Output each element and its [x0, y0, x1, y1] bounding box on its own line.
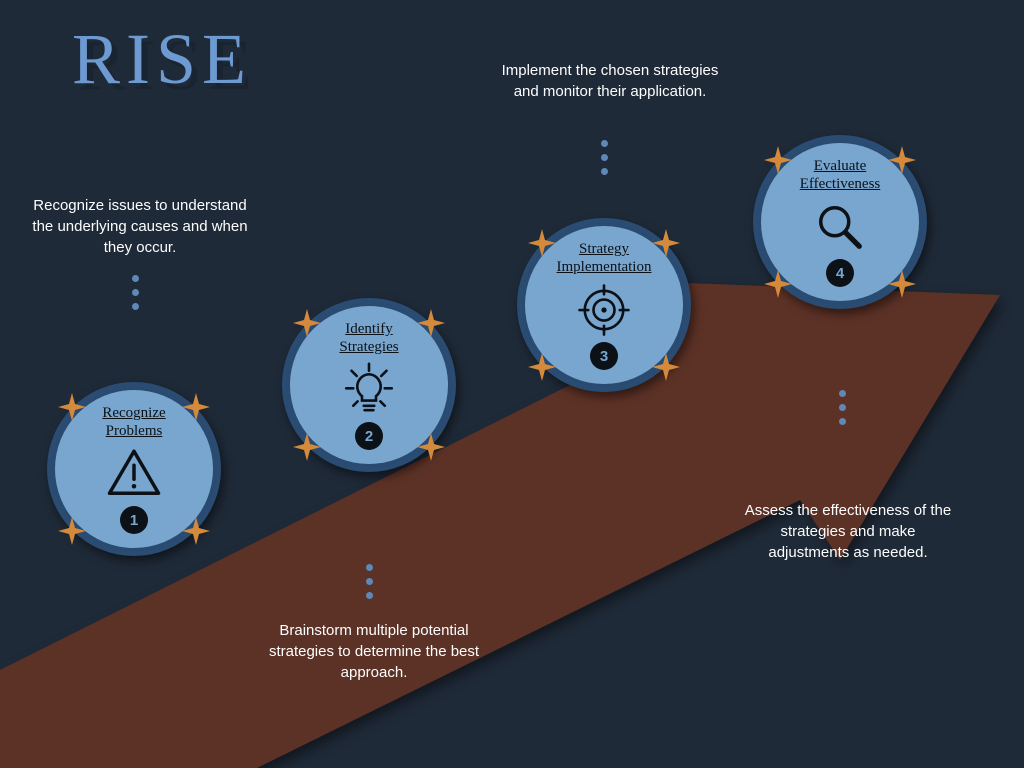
step-number-badge: 3 [590, 342, 618, 370]
step-description: Assess the effectiveness of the strategi… [738, 500, 958, 563]
target-icon [576, 282, 632, 338]
step-title: Identify Strategies [339, 320, 398, 356]
connector-dots [366, 564, 373, 599]
page-title: RISE [72, 18, 252, 101]
dot [132, 289, 139, 296]
dot [132, 275, 139, 282]
dot [366, 578, 373, 585]
step-title-line1: Identify [345, 321, 392, 337]
step-description: Implement the chosen strategies and moni… [500, 60, 720, 102]
sparkle-icon [293, 309, 321, 337]
sparkle-icon [58, 517, 86, 545]
sparkle-icon [528, 353, 556, 381]
dot [839, 418, 846, 425]
infographic-canvas: RISE RISE RecognizeProblems1Recognize is… [0, 0, 1024, 768]
dot [601, 168, 608, 175]
step-title-line2: Effectiveness [800, 176, 881, 192]
sparkle-icon [417, 433, 445, 461]
sparkle-icon [764, 270, 792, 298]
dot [366, 564, 373, 571]
sparkle-icon [888, 146, 916, 174]
sparkle-icon [293, 433, 321, 461]
warning-triangle-icon [106, 446, 162, 502]
magnifier-icon [812, 199, 868, 255]
sparkle-icon [58, 393, 86, 421]
lightbulb-icon [341, 362, 397, 418]
step-title: Recognize Problems [102, 404, 165, 440]
sparkle-icon [182, 517, 210, 545]
step-title-line2: Implementation [557, 259, 652, 275]
step-title-line2: Problems [106, 423, 163, 439]
connector-dots [839, 390, 846, 425]
step-description: Brainstorm multiple potential strategies… [264, 620, 484, 683]
step-title: Strategy Implementation [557, 240, 652, 276]
step-title-line1: Strategy [579, 241, 629, 257]
step-title-line1: Recognize [102, 405, 165, 421]
dot [839, 404, 846, 411]
dot [601, 140, 608, 147]
step-title-line2: Strategies [339, 339, 398, 355]
step-title: Evaluate Effectiveness [800, 157, 881, 193]
step-number-badge: 2 [355, 422, 383, 450]
step-number-badge: 1 [120, 506, 148, 534]
sparkle-icon [764, 146, 792, 174]
connector-dots [132, 275, 139, 310]
connector-dots [601, 140, 608, 175]
sparkle-icon [417, 309, 445, 337]
sparkle-icon [182, 393, 210, 421]
step-description: Recognize issues to understand the under… [30, 195, 250, 258]
sparkle-icon [652, 229, 680, 257]
dot [366, 592, 373, 599]
sparkle-icon [888, 270, 916, 298]
dot [839, 390, 846, 397]
sparkle-icon [528, 229, 556, 257]
step-title-line1: Evaluate [814, 158, 866, 174]
dot [132, 303, 139, 310]
sparkle-icon [652, 353, 680, 381]
step-number-badge: 4 [826, 259, 854, 287]
dot [601, 154, 608, 161]
